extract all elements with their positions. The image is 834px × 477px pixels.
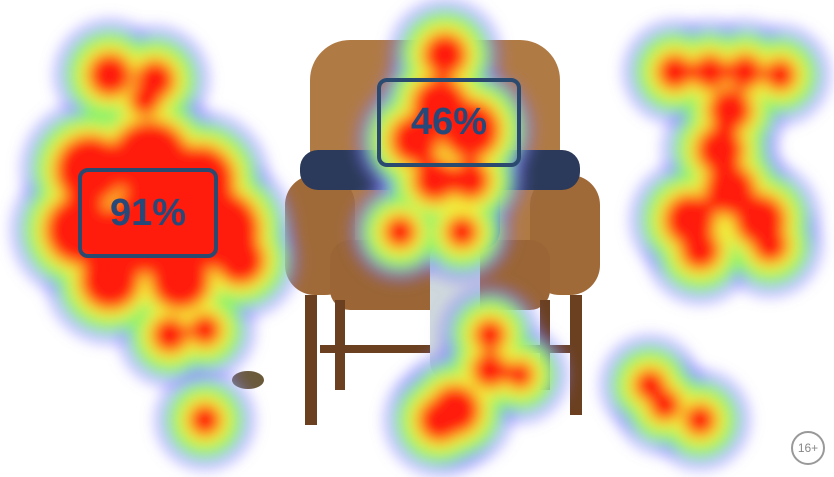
heat-spot [446, 216, 478, 248]
heat-spot [413, 158, 457, 202]
heat-spot [450, 160, 490, 200]
heat-spot [472, 352, 508, 388]
label-box-left: 91% [78, 168, 218, 258]
heat-spot [189, 314, 221, 346]
heat-spot [129, 84, 161, 116]
heat-spot [474, 319, 506, 351]
heat-spot [423, 33, 467, 77]
percent-label: 46% [411, 101, 487, 143]
heat-spot [88, 53, 132, 97]
heat-spot [506, 361, 534, 389]
age-badge: 16+ [791, 431, 825, 465]
heat-spot [649, 389, 681, 421]
heat-spot [696, 126, 744, 174]
heat-spot [440, 100, 500, 160]
heat-spot [384, 216, 416, 248]
heat-spot [418, 398, 462, 442]
heat-spot [727, 54, 763, 90]
percent-label: 91% [110, 192, 186, 234]
frame [78, 168, 218, 258]
heat-spot [152, 317, 188, 353]
heat-spot [189, 404, 221, 436]
heat-spot [692, 54, 728, 90]
heat-spot [708, 88, 752, 132]
heat-spot [764, 59, 796, 91]
heat-spot [657, 54, 693, 90]
frame [377, 78, 521, 167]
heat-spot [680, 230, 720, 270]
badge-circle [791, 431, 825, 465]
heat-spot [390, 115, 440, 165]
heat-spot [684, 404, 716, 436]
heat-spot [752, 227, 788, 263]
heat-spot [215, 235, 265, 285]
heat-layer [11, 0, 830, 476]
badge-text: 16+ [798, 441, 818, 455]
heat-spot [80, 250, 140, 310]
heat-spot [150, 250, 210, 310]
label-box-middle: 46% [377, 78, 521, 167]
